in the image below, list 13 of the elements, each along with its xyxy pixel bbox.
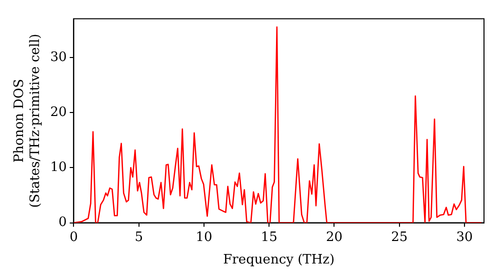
- x-tick-label: 15: [260, 230, 278, 245]
- y-axis-title: Phonon DOS (States/THz·primitive cell): [12, 34, 43, 208]
- y-tick-label: 30: [50, 50, 67, 65]
- x-tick-label: 10: [196, 230, 212, 245]
- x-tick-label: 0: [70, 230, 78, 245]
- y-tick-label: 10: [50, 160, 67, 176]
- y-tick-label: 20: [50, 104, 67, 120]
- x-tick-label: 5: [134, 230, 144, 245]
- x-tick-label: 25: [391, 230, 408, 245]
- y-tick-label: 0: [58, 215, 67, 230]
- x-tick-label: 30: [456, 230, 473, 245]
- x-axis-title: Frequency (THz): [223, 252, 335, 268]
- x-tick-label: 20: [326, 230, 342, 245]
